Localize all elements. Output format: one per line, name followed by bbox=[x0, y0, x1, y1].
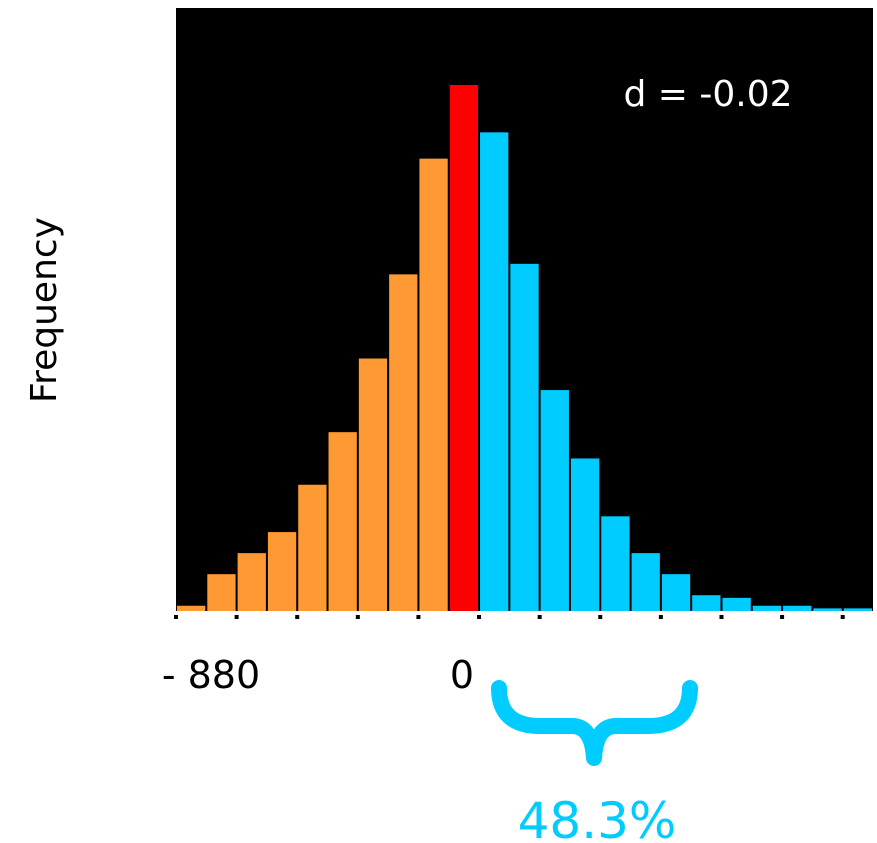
histogram-bar bbox=[177, 605, 206, 611]
x-tick-mark bbox=[840, 615, 845, 619]
x-tick-mark bbox=[295, 615, 300, 619]
histogram-bar bbox=[328, 432, 357, 611]
d-annotation: d = -0.02 bbox=[623, 74, 792, 115]
histogram-bar bbox=[237, 553, 266, 611]
x-tick-mark bbox=[355, 615, 360, 619]
x-tick-mark bbox=[477, 615, 482, 619]
x-tick-mark bbox=[174, 615, 178, 619]
histogram-bar bbox=[480, 132, 509, 611]
curly-brace bbox=[491, 680, 698, 766]
histogram-bar bbox=[449, 85, 479, 611]
histogram-bar bbox=[843, 608, 872, 611]
histogram-bar bbox=[267, 532, 297, 611]
bars-group bbox=[177, 85, 872, 611]
histogram-bar bbox=[692, 595, 721, 611]
x-tick-mark bbox=[719, 615, 724, 619]
histogram-bar bbox=[419, 158, 448, 611]
histogram-bar bbox=[783, 605, 812, 611]
histogram-bar bbox=[570, 458, 600, 611]
x-tick-mark bbox=[234, 615, 239, 619]
tick-label-neg-880: - 880 bbox=[162, 653, 260, 697]
histogram-bar bbox=[207, 574, 236, 611]
histogram-bar bbox=[389, 274, 418, 611]
tick-label-zero: 0 bbox=[450, 653, 474, 697]
x-tick-mark bbox=[780, 615, 785, 619]
histogram-bar bbox=[358, 358, 388, 611]
x-tick-mark bbox=[598, 615, 603, 619]
x-tick-mark bbox=[658, 615, 663, 619]
histogram-bar bbox=[813, 608, 842, 611]
histogram-bar bbox=[601, 516, 630, 611]
x-ticks-group bbox=[174, 615, 845, 619]
histogram-bar bbox=[722, 597, 751, 611]
histogram-bar bbox=[631, 553, 660, 611]
histogram-bar bbox=[661, 574, 691, 611]
y-axis-label: Frequency bbox=[24, 217, 65, 403]
histogram-bar bbox=[540, 390, 569, 611]
x-tick-mark bbox=[416, 615, 421, 619]
histogram-bar bbox=[298, 484, 327, 611]
histogram-bar bbox=[510, 263, 539, 611]
histogram-bar bbox=[752, 605, 782, 611]
x-tick-mark bbox=[537, 615, 542, 619]
bracket-percent-label: 48.3% bbox=[518, 792, 677, 843]
